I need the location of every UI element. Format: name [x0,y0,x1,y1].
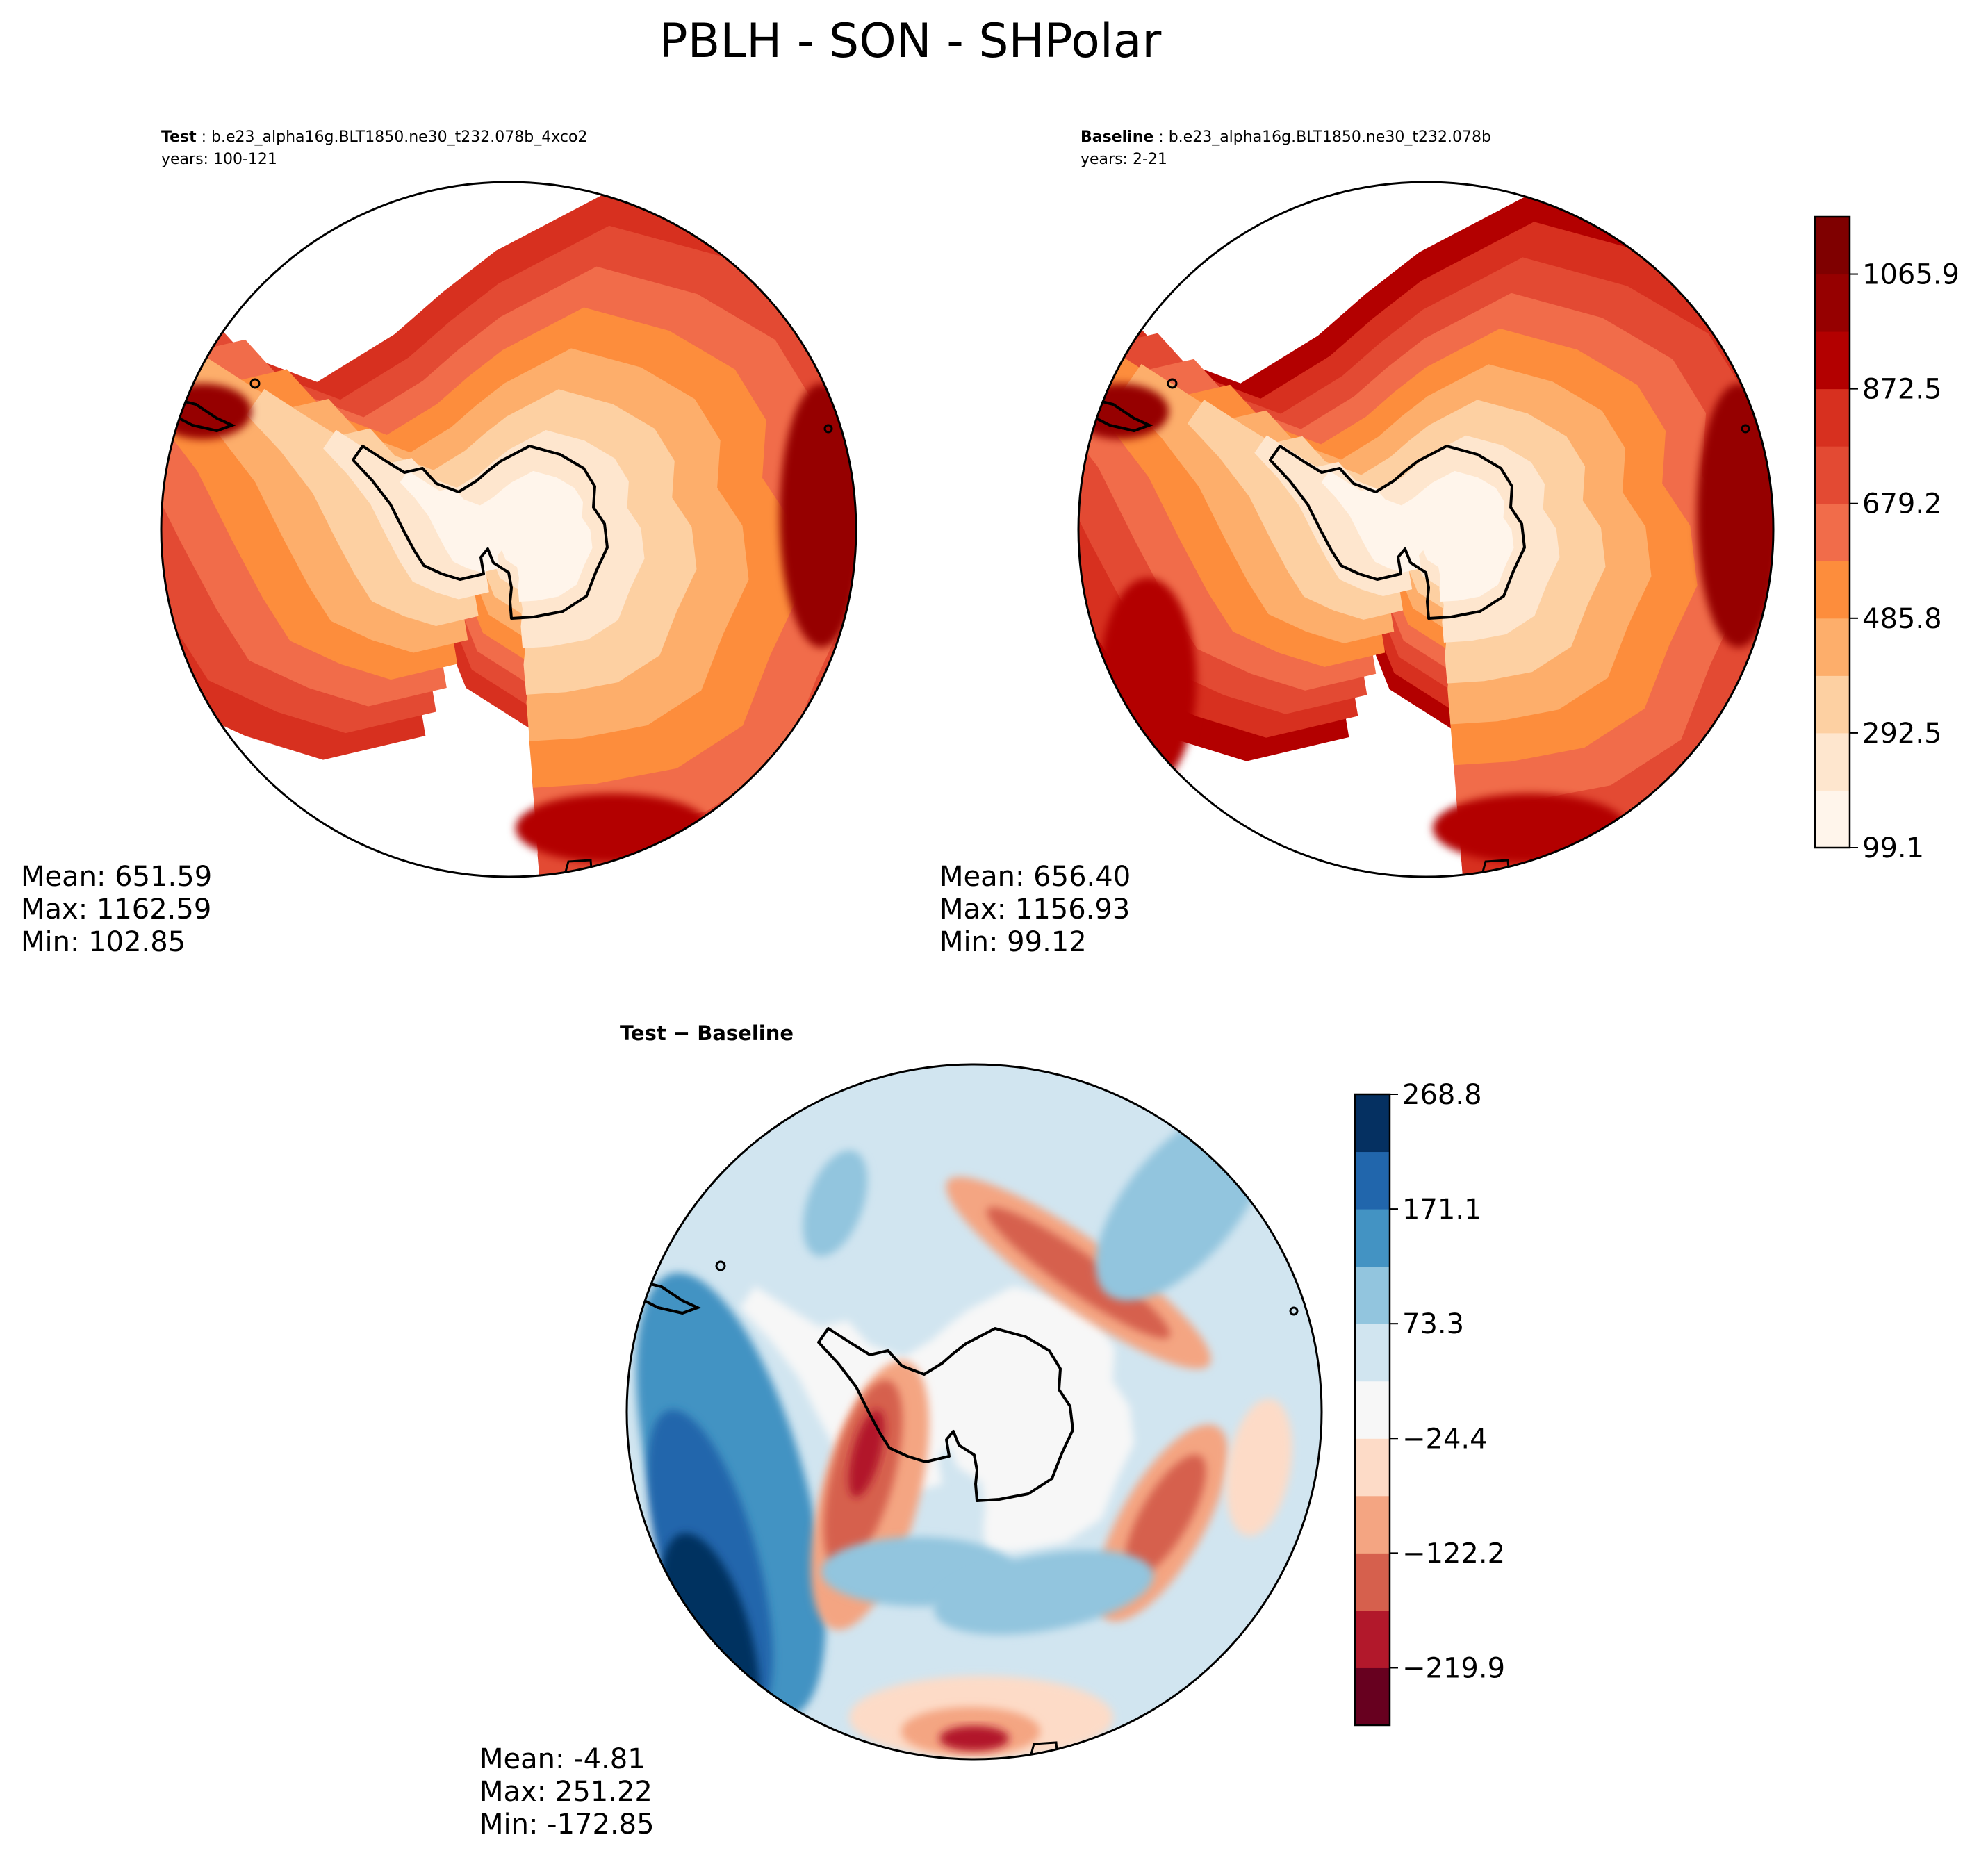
colorbar-tick-label: 872.5 [1862,374,1942,406]
colorbar-tick-label: 485.8 [1862,603,1942,635]
warm-patch [780,384,856,648]
main-colorbar: 99.1 292.5 485.8 679.2 872.5 1065.9 [1814,215,1960,864]
colorbar-segment [1815,732,1850,791]
colorbar-segment [1355,1324,1390,1382]
baseline-case-name: b.e23_alpha16g.BLT1850.ne30_t232.078b [1169,129,1491,146]
baseline-max: Max: 1156.93 [939,893,1130,925]
antarctica-coastline [1269,445,1526,620]
figure-title: PBLH - SON - SHPolar [659,14,1162,69]
colorbar-segment [1815,561,1850,619]
baseline-coastline [1085,378,1750,877]
antarctica-coastline [352,445,609,620]
contour-band-near-zero [739,1286,1135,1554]
anomaly-blob [848,1410,885,1497]
anomaly-blob [939,1726,1009,1751]
colorbar-frame [1354,1093,1391,1727]
island-outline [1741,424,1750,434]
baseline-min: Min: 99.12 [939,926,1087,958]
colorbar-segment [1815,217,1850,275]
warm-patch [516,793,710,863]
colorbar-frame [1814,215,1851,849]
contour-band-level-0 [400,470,593,602]
colorbar-segment [1355,1495,1390,1554]
test-map-boundary [160,181,857,878]
difference-min: Min: -172.85 [479,1809,655,1840]
colorbar-segment [1355,1667,1390,1726]
difference-colorbar: 268.8 171.1 73.3 −24.4 −122.2 −219.9 [1354,1079,1505,1727]
island-outline [715,1260,726,1271]
test-map-field [161,184,856,877]
colorbar-segment [1355,1209,1390,1267]
test-label-bold: Test [161,129,197,146]
island-outline [823,424,833,434]
test-min: Min: 102.85 [21,926,186,958]
south-america-coastline [1085,396,1153,433]
difference-map-field [627,1064,1322,1759]
antarctica-coastline [817,1327,1074,1502]
colorbar-segment [1355,1266,1390,1324]
difference-label: Test − Baseline [620,1021,794,1045]
colorbar-segment [1815,618,1850,676]
test-mean: Mean: 651.59 [21,861,212,893]
colorbar-segment [1355,1610,1390,1668]
colorbar-tick-label: −24.4 [1402,1423,1488,1455]
test-coastline [167,378,833,877]
colorbar-segment [1815,446,1850,504]
colorbar-segment [1355,1553,1390,1611]
colorbar-segment [1815,331,1850,390]
colorbar-segment [1355,1094,1390,1153]
colorbar-tick-label: 73.3 [1402,1308,1464,1340]
contour-band-level-0 [1321,470,1514,602]
anomaly-blob [803,1150,868,1257]
colorbar-segment [1815,274,1850,332]
colorbar-segment [1815,790,1850,848]
baseline-years: years: 2-21 [1081,151,1167,168]
colorbar-segment [1355,1438,1390,1497]
colorbar-tick-label: 292.5 [1862,718,1942,750]
colorbar-segment [1815,503,1850,561]
anomaly-blob [1124,1454,1206,1578]
colorbar-segment [1355,1381,1390,1439]
baseline-label: Baseline : b.e23_alpha16g.BLT1850.ne30_t… [1081,129,1491,146]
colorbar-tick-label: −122.2 [1402,1538,1505,1570]
island-outline [1167,378,1178,389]
colorbar-tick-label: 268.8 [1402,1079,1482,1111]
baseline-map-boundary [1077,181,1775,878]
warm-patch [161,384,252,439]
baseline-map-field [1078,186,1773,877]
colorbar-tick-label: 1065.9 [1862,259,1960,291]
island-outline [249,378,261,389]
test-label: Test : b.e23_alpha16g.BLT1850.ne30_t232.… [161,129,587,146]
colorbar-tick-label: 171.1 [1402,1194,1482,1226]
colorbar-tick-label: 679.2 [1862,488,1942,520]
warm-patch [1697,384,1773,648]
baseline-panel: Baseline : b.e23_alpha16g.BLT1850.ne30_t… [939,129,1960,958]
test-years: years: 100-121 [161,151,277,168]
difference-mean: Mean: -4.81 [479,1743,646,1775]
difference-panel: Test − Baseline Mean: -4.81 Max: 251.22 … [479,1021,1505,1840]
test-case-name: b.e23_alpha16g.BLT1850.ne30_t232.078b_4x… [211,129,587,146]
colorbar-segment [1815,675,1850,734]
anomaly-blob [1226,1399,1292,1536]
warm-patch [1433,793,1627,863]
colorbar-tick-label: −219.9 [1402,1652,1505,1684]
test-panel: Test : b.e23_alpha16g.BLT1850.ne30_t232.… [21,129,857,958]
difference-max: Max: 251.22 [479,1776,652,1808]
baseline-label-bold: Baseline [1081,129,1153,146]
test-max: Max: 1162.59 [21,893,211,925]
island-outline [1289,1306,1299,1316]
anomaly-blob [934,1550,1153,1635]
warm-patch [1078,384,1169,439]
colorbar-segment [1355,1151,1390,1210]
colorbar-segment [1815,388,1850,447]
baseline-mean: Mean: 656.40 [939,861,1131,893]
colorbar-tick-label: 99.1 [1862,832,1924,864]
difference-map-boundary [625,1063,1323,1761]
anomaly-blob [986,1207,1171,1339]
south-america-coastline [633,1278,702,1315]
south-america-coastline [167,396,236,433]
